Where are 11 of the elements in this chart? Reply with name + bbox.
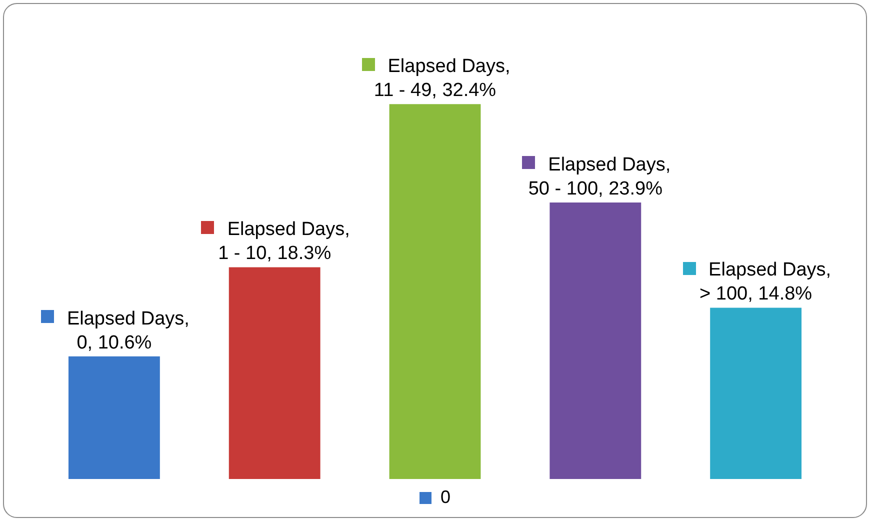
bar	[389, 104, 481, 479]
bar	[710, 308, 802, 479]
bar	[68, 356, 160, 479]
data-label: Elapsed Days, > 100, 14.8%	[700, 260, 832, 305]
data-label: Elapsed Days, 50 - 100, 23.9%	[528, 154, 671, 200]
bar	[550, 202, 642, 479]
data-label: Elapsed Days, 0, 10.6%	[66, 308, 190, 354]
data-label: Elapsed Days, 11 - 49, 32.4%	[374, 56, 510, 102]
bar	[228, 267, 320, 479]
data-label: Elapsed Days, 1 - 10, 18.3%	[218, 219, 350, 264]
legend-label: 0	[440, 486, 451, 507]
